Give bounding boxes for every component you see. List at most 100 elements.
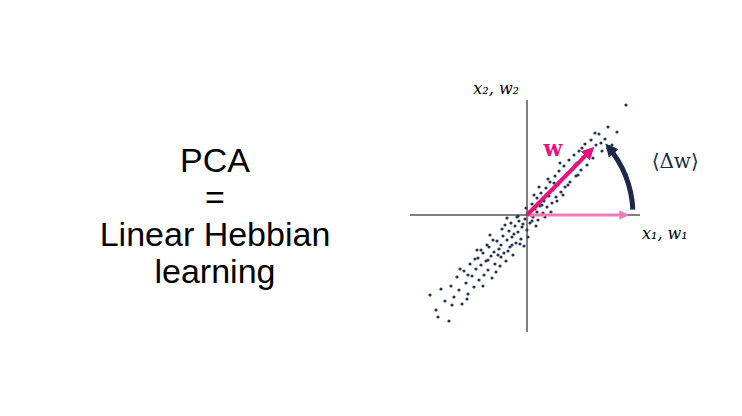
point [489, 254, 492, 257]
title-line: = [205, 178, 225, 216]
point [535, 196, 538, 199]
point [519, 237, 522, 240]
rotation-arc [608, 147, 633, 210]
point [501, 234, 504, 237]
point [526, 235, 529, 238]
point [499, 243, 502, 246]
point [576, 173, 579, 176]
point [455, 275, 458, 278]
point [512, 232, 515, 235]
title-line: learning [155, 252, 276, 290]
point [525, 228, 528, 231]
point [466, 273, 469, 276]
vector-label: w [543, 135, 564, 161]
point [546, 177, 549, 180]
title: PCA=Linear Hebbianlearning [100, 141, 331, 290]
point [434, 308, 437, 311]
point [495, 239, 498, 242]
point [499, 255, 502, 258]
point [452, 295, 455, 298]
point [557, 169, 560, 172]
point [545, 205, 548, 208]
point [558, 161, 561, 164]
title-line: Linear Hebbian [100, 215, 331, 253]
point [503, 223, 506, 226]
point [514, 241, 517, 244]
y-axis-label: x₂, w₂ [473, 79, 519, 98]
title-line: PCA [180, 141, 250, 179]
point [591, 156, 594, 159]
point [449, 284, 452, 287]
point [428, 293, 431, 296]
point [563, 185, 566, 188]
point [443, 299, 446, 302]
point [479, 248, 482, 251]
point [511, 253, 514, 256]
point [523, 217, 526, 220]
point [497, 247, 500, 250]
point [500, 227, 503, 230]
point [485, 243, 488, 246]
point [577, 149, 580, 152]
point [520, 225, 523, 228]
point [572, 153, 575, 156]
point [566, 183, 569, 186]
point [535, 210, 538, 213]
point [475, 248, 478, 251]
point [493, 262, 496, 265]
point [562, 164, 565, 167]
point [615, 130, 618, 133]
point [510, 243, 513, 246]
point [486, 268, 489, 271]
point [458, 267, 461, 270]
point [544, 186, 547, 189]
point [510, 235, 513, 238]
point [516, 214, 519, 217]
point [502, 251, 505, 254]
point [464, 281, 467, 284]
point [624, 103, 627, 106]
point [554, 195, 557, 198]
point [553, 174, 556, 177]
point [472, 285, 475, 288]
point [517, 219, 520, 222]
point [600, 149, 603, 152]
point [521, 222, 524, 225]
point [505, 238, 508, 241]
arc-label: ⟨Δw⟩ [652, 149, 699, 173]
point [482, 273, 485, 276]
point [513, 224, 516, 227]
diagram: PCA=Linear Hebbianlearning x₂, w₂ x₁, w₁ w ⟨… [0, 0, 742, 416]
point [536, 218, 539, 221]
point [509, 221, 512, 224]
point [550, 201, 553, 204]
point [530, 219, 533, 222]
point [597, 132, 600, 135]
points [428, 103, 627, 322]
point [593, 131, 596, 134]
point [462, 269, 465, 272]
point [476, 256, 479, 259]
point [515, 215, 518, 218]
point [583, 142, 586, 145]
point [457, 288, 460, 291]
point [481, 251, 484, 254]
point [447, 319, 450, 322]
point [465, 297, 468, 300]
point [490, 276, 493, 279]
point [561, 193, 564, 196]
point [468, 262, 471, 265]
point [599, 141, 602, 144]
point [606, 125, 609, 128]
point [580, 146, 583, 149]
point [585, 163, 588, 166]
point [610, 143, 613, 146]
point [532, 193, 535, 196]
point [507, 229, 510, 232]
point [477, 278, 480, 281]
x-axis-label: x₁, w₁ [642, 224, 688, 243]
point [494, 270, 497, 273]
point [504, 259, 507, 262]
point [470, 274, 473, 277]
annotations: w ⟨Δw⟩ [527, 135, 699, 215]
